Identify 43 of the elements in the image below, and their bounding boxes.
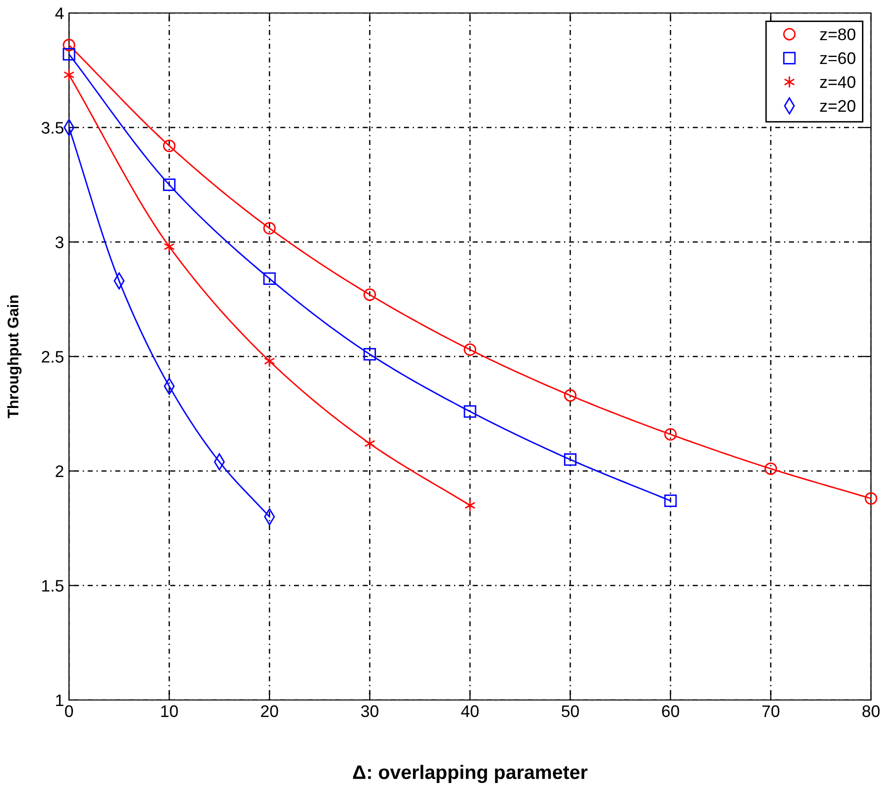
point [464,405,476,418]
point [364,288,376,301]
point [263,272,276,285]
x-tick-label: 20 [261,705,278,718]
x-tick-label: 70 [762,705,780,718]
point [764,462,777,475]
legend-label: z=40 [820,76,856,88]
point [163,178,176,191]
point [63,68,75,82]
point [664,494,677,508]
legend-label: z=60 [820,52,856,64]
x-tick-label: 40 [461,705,479,718]
point [62,38,76,52]
y-tick-label: 2 [56,465,64,478]
x-tick-label: 0 [65,705,73,718]
y-tick-label: 2.5 [42,350,64,363]
x-tick-label: 30 [361,705,378,718]
y-tick-label: 4 [55,8,64,20]
x-tick-label: 60 [662,705,680,718]
point [564,453,576,466]
y-axis-title: Throughput Gain [7,295,22,418]
y-tick-label: 3.5 [42,122,64,134]
point [864,492,878,505]
point [264,354,276,368]
point [464,343,476,356]
x-axis-title: Δ: overlapping parameter [353,764,588,784]
point [62,48,76,60]
x-tick-label: 80 [862,705,880,718]
point [364,348,376,360]
point [364,437,376,450]
point [163,140,176,152]
point [664,428,677,441]
y-tick-label: 1.5 [42,580,64,592]
y-tick-label: 1 [56,694,64,706]
point [164,240,175,253]
point [464,499,476,512]
point [263,222,276,235]
y-tick-label: 3 [56,236,64,248]
point [564,389,576,402]
x-tick-label: 10 [161,705,178,718]
legend-label: z=20 [820,100,856,112]
legend-label: z=80 [820,28,856,40]
x-tick-label: 50 [562,705,579,718]
